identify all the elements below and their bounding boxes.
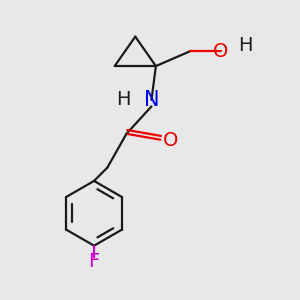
Text: F: F: [88, 252, 100, 272]
Text: O: O: [163, 131, 178, 150]
Text: N: N: [144, 90, 159, 110]
Text: O: O: [213, 42, 228, 61]
Text: H: H: [116, 90, 131, 110]
Text: H: H: [238, 36, 253, 55]
